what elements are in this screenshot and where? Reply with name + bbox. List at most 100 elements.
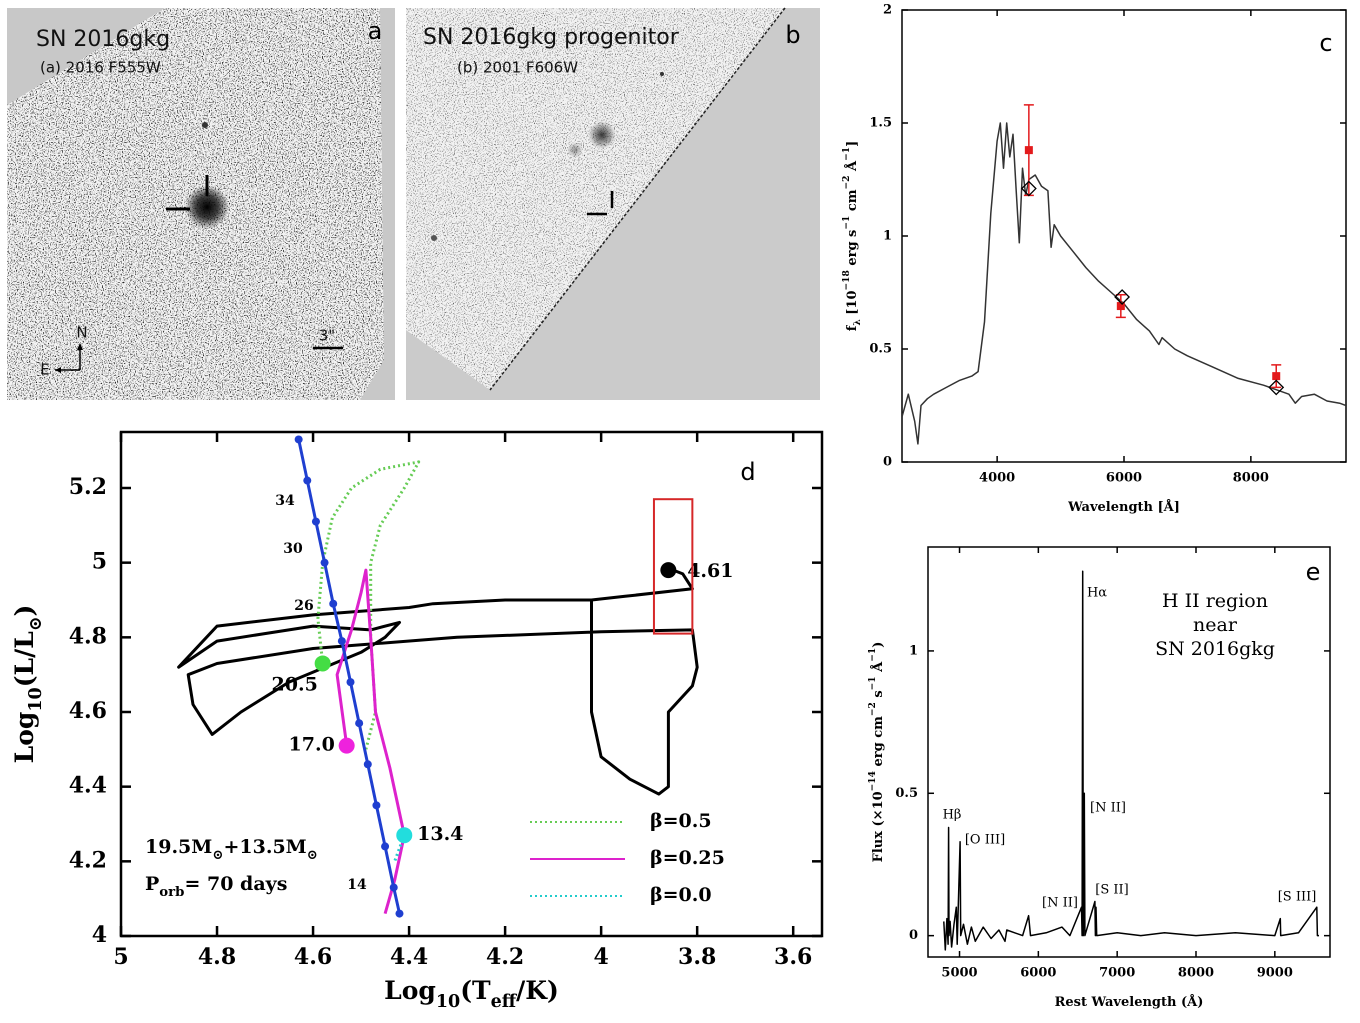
compass-label: N	[76, 324, 87, 342]
source	[431, 235, 437, 241]
model-point	[338, 737, 355, 754]
data-point	[1024, 146, 1033, 155]
source	[202, 122, 208, 128]
panel-letter: e	[1306, 558, 1321, 586]
track-dot	[372, 801, 381, 810]
label-part: orb	[159, 885, 184, 900]
x-tick-label: 8000	[1233, 471, 1269, 486]
y-tick-label: 0	[883, 455, 892, 470]
model-point	[1114, 289, 1131, 305]
x-tick-label: 7000	[1099, 966, 1135, 981]
data-area	[177, 435, 699, 918]
panel-letter: a	[368, 17, 383, 45]
plot-frame	[927, 546, 1331, 958]
track-dot	[363, 760, 372, 769]
track-dot	[355, 719, 364, 728]
track-dot	[311, 517, 320, 526]
series-line	[902, 122, 1346, 445]
label-part: Rest Wavelength (Å)	[1055, 994, 1204, 1010]
x-tick-label: 4.8	[198, 944, 236, 970]
label-part: f	[845, 324, 860, 331]
data-point	[1272, 372, 1281, 381]
image-title: SN 2016gkg	[36, 27, 170, 52]
label-part: = 70 days	[184, 873, 287, 895]
label-part: erg s	[845, 230, 860, 271]
data-area	[902, 104, 1346, 445]
image-title: SN 2016gkg progenitor	[423, 25, 680, 50]
x-axis-label: Rest Wavelength (Å)	[1055, 994, 1204, 1010]
point-label: 13.4	[417, 823, 463, 845]
arrow-head	[77, 343, 83, 350]
y-tick-label: 4.6	[69, 698, 107, 724]
label-part: 10	[26, 687, 46, 711]
model-point	[314, 655, 331, 672]
model-point	[1268, 379, 1285, 396]
x-tick-label: 6000	[1106, 471, 1142, 486]
image-subtitle: (b) 2001 F606W	[457, 59, 578, 77]
legend-label: β=0.5	[650, 810, 712, 832]
label-part: (L/L	[10, 631, 39, 688]
track-dot	[329, 599, 338, 608]
y-axis-label: fλ [10−18 erg s−1 cm−2 Å−1]	[841, 141, 863, 331]
region-box	[652, 498, 694, 635]
plot-area	[177, 435, 699, 918]
y-tick-label: 0.5	[869, 342, 892, 357]
panel-letter: c	[1319, 29, 1332, 57]
label-part: s	[871, 690, 886, 702]
scale-label: 3"	[319, 327, 335, 345]
line-label: Hβ	[943, 808, 962, 823]
y-tick-label: 4.4	[69, 773, 107, 799]
label-part: Å	[870, 661, 886, 677]
track-dot	[320, 558, 329, 567]
x-tick-label: 6000	[1020, 966, 1056, 981]
label-part: ]	[845, 141, 860, 147]
x-tick-label: 5000	[941, 966, 977, 981]
label-part: Å	[844, 160, 860, 176]
arrow-head	[55, 367, 61, 373]
track-dot	[381, 842, 390, 851]
point-label: 20.5	[272, 673, 318, 695]
plot-area	[943, 570, 1319, 951]
label-part: 19.5M	[145, 836, 212, 858]
point-label: 17.0	[289, 734, 335, 756]
line-label: Hα	[1087, 586, 1107, 601]
y-tick-label: 1	[883, 229, 892, 244]
x-tick-label: 4.6	[294, 944, 332, 970]
note: 19.5M⊙+13.5M⊙	[145, 836, 318, 863]
track-label: 30	[283, 541, 303, 557]
y-tick-label: 0.5	[895, 786, 918, 801]
y-tick-label: 5.2	[69, 474, 107, 500]
image-b: SN 2016gkg progenitor (b) 2001 F606W b	[406, 7, 820, 400]
label-part: −1	[841, 147, 852, 161]
x-tick-label: 4.4	[390, 944, 428, 970]
label-part: erg cm	[871, 716, 886, 771]
track-dot	[346, 678, 355, 687]
plot-area	[902, 104, 1346, 445]
label-part: (T	[460, 976, 491, 1005]
label-part: −14	[867, 771, 878, 791]
y-tick-label: 1	[909, 643, 918, 658]
label-part: /K)	[516, 976, 559, 1005]
star	[185, 185, 229, 229]
model-point	[1020, 180, 1037, 197]
y-tick-label: 4.2	[69, 847, 107, 873]
label-part: )	[10, 605, 39, 617]
label-part: −1	[867, 648, 878, 662]
y-axis-label: Log10(L/L⊙)	[10, 605, 46, 764]
legend-label: β=0.25	[650, 847, 725, 869]
label-part: cm	[845, 189, 860, 215]
compass-label: E	[40, 361, 49, 379]
label-part: 10	[436, 992, 460, 1012]
track-label: 26	[294, 598, 313, 614]
y-tick-label: 0	[909, 928, 918, 943]
label-part: Wavelength [Å]	[1067, 499, 1180, 515]
track-dot	[395, 909, 404, 918]
y-tick-label: 4.8	[69, 623, 107, 649]
source	[660, 72, 664, 76]
plot-text: H II region	[1162, 590, 1268, 612]
x-tick-label: 4.2	[486, 944, 524, 970]
label-part: Flux (×10	[871, 791, 886, 862]
cluster	[567, 142, 583, 158]
x-tick-label: 9000	[1257, 966, 1293, 981]
label-part: P	[145, 873, 159, 895]
